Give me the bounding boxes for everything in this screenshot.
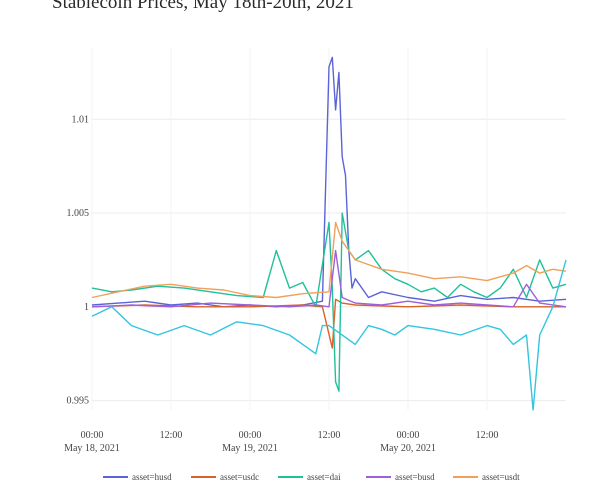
x-tick-label: 12:00 [476,430,499,441]
series-line-busd [91,249,567,308]
y-tick-label: 1.01 [72,114,90,125]
legend: asset=husd asset=usdc asset=dai asset=busd a… [103,472,520,482]
x-tick-label: 12:00 [160,430,183,441]
x-tick-label: 00:00 [397,430,420,441]
legend-label[interactable]: asset=husd [132,472,172,482]
x-tick-label: 00:00 [239,430,262,441]
x-axis-ticks: 00:00 May 18, 2021 12:00 00:00 May 19, 2021 1… [64,430,498,454]
y-tick-label: 1 [84,302,89,313]
x-tick-date-label: May 20, 2021 [380,443,436,454]
series-line-husd [91,56,567,308]
chart-title: Stablecoin Prices, May 18th-20th, 2021 [52,0,354,13]
y-axis-ticks: 0.995 1 1.005 1.01 [67,114,90,406]
x-tick-label: 00:00 [81,430,104,441]
x-tick-date-label: May 19, 2021 [222,443,278,454]
legend-label[interactable]: asset=usdc [220,472,259,482]
series-line-usdt [91,221,567,299]
x-tick-date-label: May 18, 2021 [64,443,120,454]
y-tick-label: 1.005 [67,208,90,219]
y-tick-label: 0.995 [67,396,90,407]
legend-label[interactable]: asset=usdt [482,472,520,482]
x-tick-label: 12:00 [318,430,341,441]
legend-label[interactable]: asset=busd [395,472,435,482]
series-line-unlabeled [91,259,567,411]
plot-area [91,56,567,411]
legend-label[interactable]: asset=dai [307,472,341,482]
